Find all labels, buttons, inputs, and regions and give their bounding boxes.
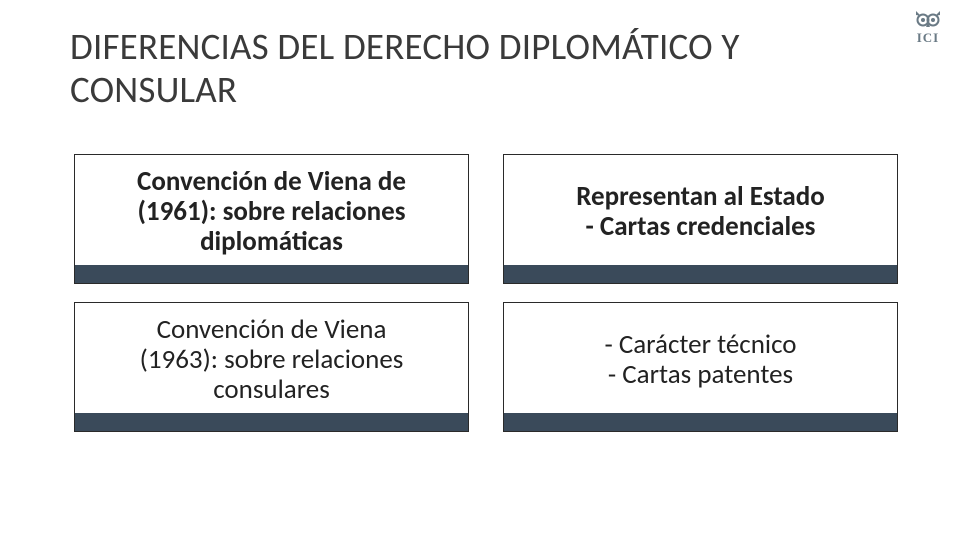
slide-title: DIFERENCIAS DEL DERECHO DIPLOMÁTICO Y CO… (70, 26, 890, 111)
cell-text: Convención de Viena de (1961): sobre rel… (137, 167, 406, 258)
logo-text: ICI (917, 30, 940, 46)
accent-band (75, 413, 468, 431)
owl-icon (913, 10, 943, 30)
cell-consular-convention: Convención de Viena (1963): sobre relaci… (74, 302, 469, 432)
cell-text: Representan al Estado - Cartas credencia… (576, 182, 825, 242)
accent-band (504, 265, 897, 283)
cell-diplomatic-convention: Convención de Viena de (1961): sobre rel… (74, 154, 469, 284)
cell-diplomatic-attributes: Representan al Estado - Cartas credencia… (503, 154, 898, 284)
comparison-grid: Convención de Viena de (1961): sobre rel… (74, 154, 898, 432)
cell-consular-attributes: - Carácter técnico - Cartas patentes (503, 302, 898, 432)
accent-band (504, 413, 897, 431)
logo: ICI (910, 10, 946, 54)
accent-band (75, 265, 468, 283)
cell-text: Convención de Viena (1963): sobre relaci… (140, 315, 404, 406)
cell-text: - Carácter técnico - Cartas patentes (604, 330, 796, 390)
